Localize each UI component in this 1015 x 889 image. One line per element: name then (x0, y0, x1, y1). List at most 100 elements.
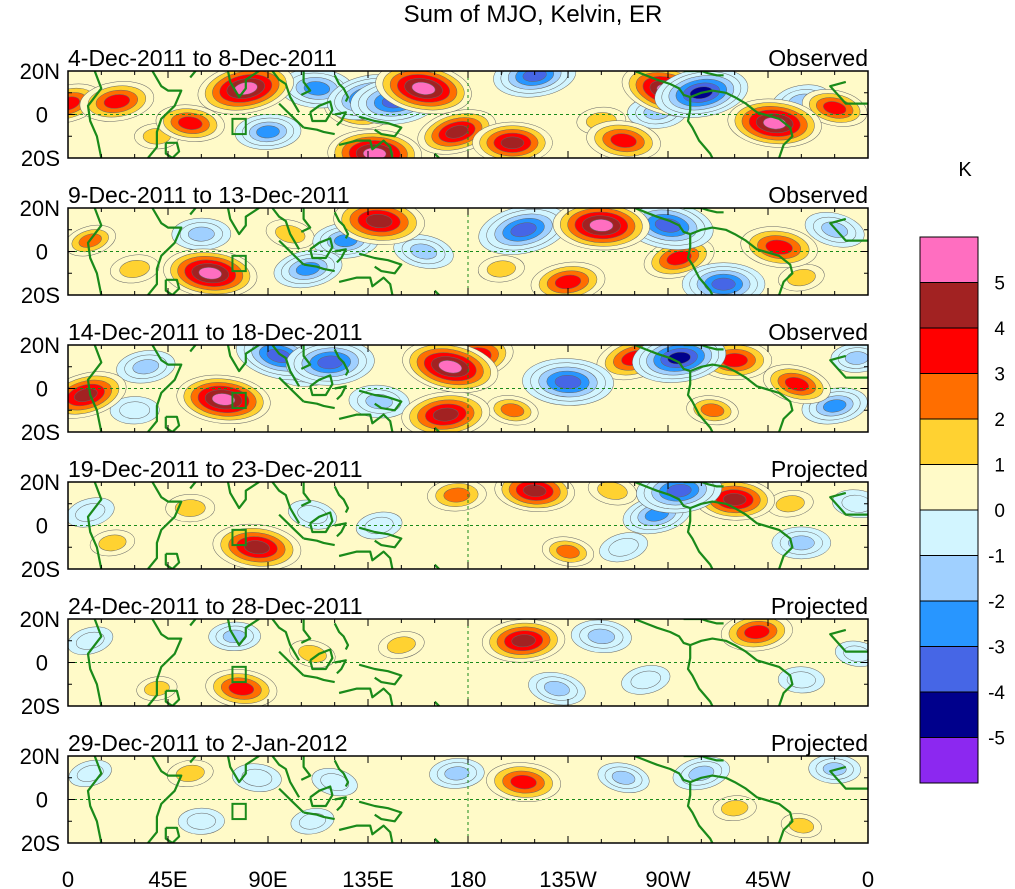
coastline (189, 619, 197, 627)
anomaly-blob (155, 104, 225, 142)
coastline (829, 80, 868, 105)
contour-level (411, 81, 436, 95)
contour-level (723, 493, 747, 506)
anomaly-blob (712, 795, 757, 822)
anomaly-blob (375, 71, 472, 115)
contour-level (823, 101, 847, 115)
coastline (164, 552, 181, 569)
colorbar-swatch (919, 600, 979, 647)
coastline (333, 622, 350, 650)
coastline (86, 208, 103, 295)
coastline (829, 354, 868, 379)
contour-level (432, 407, 459, 422)
contour-level (666, 484, 692, 498)
anomaly-blob (402, 345, 499, 393)
coastline (278, 102, 305, 129)
coastline (334, 659, 347, 675)
contour-level (787, 535, 815, 551)
anomaly-blob (486, 762, 561, 802)
coastline (271, 482, 301, 524)
anomaly-blob (68, 759, 112, 787)
coastline (829, 217, 868, 242)
anomaly-blob (208, 621, 261, 652)
y-tick-label: 20N (20, 744, 60, 769)
contour-level (178, 116, 203, 130)
anomaly-blob (804, 212, 865, 248)
contour-level (98, 534, 127, 552)
coastline (147, 71, 183, 158)
coastline (86, 619, 103, 706)
anomaly-blob (171, 217, 232, 251)
anomaly-blob (355, 511, 403, 540)
anomaly-blob (176, 374, 271, 424)
y-tick-label: 20N (20, 196, 60, 221)
panel-status: Observed (768, 45, 868, 71)
coastline (338, 276, 394, 295)
contour-level (611, 770, 636, 785)
contour-level (544, 681, 570, 697)
coastline (689, 226, 794, 295)
coastline (689, 774, 794, 843)
contour-level (198, 267, 222, 280)
contour-level (486, 260, 516, 278)
anomaly-blob (401, 391, 491, 432)
coastline (334, 111, 347, 127)
reference-box (231, 254, 247, 273)
colorbar-tick-label: 4 (994, 319, 1005, 340)
reference-box (231, 528, 247, 547)
contour-level (500, 136, 525, 149)
coastline (147, 756, 183, 843)
anomaly-blob (288, 499, 337, 530)
coastline (358, 389, 403, 412)
coastline (634, 619, 691, 647)
coastline (309, 648, 334, 671)
x-tick-label: 45E (148, 867, 187, 889)
coastline (271, 345, 301, 387)
y-tick-label: 20S (21, 146, 60, 171)
coastline (271, 71, 301, 113)
y-tick-label: 20N (20, 470, 60, 495)
coastline (433, 700, 441, 706)
colorbar-tick-label: 2 (994, 410, 1005, 431)
y-tick-label: 20S (21, 694, 60, 719)
anomaly-blob (234, 113, 302, 150)
y-tick-label: 0 (36, 240, 48, 265)
contour-level (186, 812, 216, 830)
panel-date-range: 14-Dec-2011 to 18-Dec-2011 (68, 319, 363, 345)
reference-box (231, 665, 247, 684)
coastline (433, 152, 441, 158)
contour-level (786, 671, 816, 689)
coastline (226, 208, 260, 236)
contour-level (500, 403, 525, 418)
coastline (189, 208, 197, 216)
anomaly-blob (599, 532, 648, 563)
coastline (278, 376, 305, 403)
colorbar-swatch (919, 282, 979, 329)
anomaly-blob (232, 763, 282, 792)
coastline (189, 482, 197, 490)
contour-level (666, 250, 692, 266)
coastline (683, 345, 724, 351)
anomaly-blob (528, 671, 586, 706)
contour-level (522, 71, 547, 82)
coastline (303, 126, 335, 136)
coastline (147, 345, 183, 432)
contour-level (438, 360, 463, 374)
contour-level (608, 537, 639, 557)
map-panel: 20N 0 20S 19-Dec-2011 to 23-Dec-2011 Project… (20, 456, 869, 582)
anomaly-blob (727, 98, 822, 148)
coastline (686, 234, 714, 295)
contour-level (386, 636, 416, 654)
contour-level (443, 487, 471, 503)
coastline (303, 400, 335, 410)
coastline (147, 208, 183, 295)
anomaly-blob (740, 226, 818, 268)
panel-date-range: 4-Dec-2011 to 8-Dec-2011 (68, 45, 337, 71)
coastline (634, 345, 691, 373)
coastline (689, 500, 794, 569)
x-tick-label: 90W (645, 867, 690, 889)
x-tick-label: 180 (450, 867, 487, 889)
reference-box (231, 802, 247, 821)
colorbar-swatch (919, 737, 979, 784)
anomaly-blob (720, 619, 793, 652)
